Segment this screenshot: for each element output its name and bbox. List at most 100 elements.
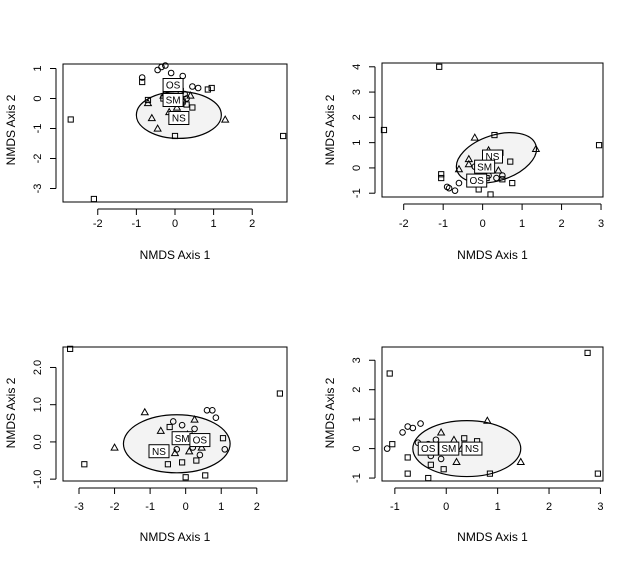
point-triangle	[153, 124, 162, 132]
centroid-label: OS	[421, 444, 436, 455]
centroid-label: OS	[193, 436, 208, 447]
centroid-os: OS	[417, 441, 439, 456]
point-circle	[209, 406, 216, 414]
point-triangle	[172, 103, 182, 111]
point-square	[164, 461, 171, 468]
panel-4: -1 0 1 2 3 -1 0 1 2 3 NMDS Axis 1 NMDS Axis 2 OS SM NS	[323, 346, 604, 544]
point-square	[171, 132, 179, 140]
y-axis-title: NMDS Axis 2	[323, 377, 337, 448]
y-tick-label: 2.0	[32, 360, 44, 375]
y-tick-label: 1.0	[32, 397, 44, 412]
point-circle	[191, 425, 198, 433]
y-tick-label: 1	[32, 65, 44, 71]
y-tick-label: 2	[351, 114, 363, 120]
y-tick-label: 0	[351, 446, 363, 452]
point-square	[486, 470, 494, 477]
panel-2: -2 -1 0 1 2 3 -1 0 1 2 3 4 NMDS Axis 1 NMDS Axis 2 NSS…	[323, 62, 604, 262]
centroid-label: NS	[486, 152, 500, 163]
centroid-sm: SM	[171, 431, 193, 446]
data-points	[67, 62, 287, 203]
point-triangle	[454, 164, 464, 173]
point-circle	[399, 429, 406, 436]
x-axis-title: NMDS Axis 1	[140, 530, 211, 544]
x-tick-label: 1	[211, 218, 217, 230]
x-tick-label: -1	[131, 218, 141, 230]
y-tick-label: 0.0	[32, 434, 44, 449]
point-circle	[383, 445, 391, 452]
x-axis-title: NMDS Axis 1	[140, 248, 211, 262]
centroid-label: SM	[166, 96, 181, 107]
point-circle	[437, 455, 445, 463]
point-circle	[179, 72, 187, 80]
point-triangle	[110, 443, 119, 451]
x-axis: -3 -2 -1 0 1 2	[74, 487, 260, 513]
point-triangle	[197, 443, 206, 451]
point-square	[425, 474, 432, 482]
x-tick-label: 1	[218, 501, 224, 513]
point-triangle	[170, 448, 180, 457]
centroid-label: NS	[172, 114, 186, 125]
point-square	[183, 101, 190, 108]
x-tick-label: -2	[399, 218, 409, 230]
centroid-box	[466, 173, 488, 188]
x-axis-title: NMDS Axis 1	[457, 530, 528, 544]
x-axis-title: NMDS Axis 1	[457, 248, 528, 262]
x-tick-label: 1	[519, 218, 525, 230]
y-tick-label: -3	[32, 184, 44, 194]
x-axis: -2 -1 0 1 2	[93, 208, 255, 230]
x-tick-label: 0	[183, 501, 189, 513]
point-triangle	[531, 144, 541, 153]
point-square	[179, 459, 186, 466]
y-tick-label: 1	[351, 416, 363, 422]
point-circle	[212, 414, 220, 422]
x-tick-label: 2	[249, 218, 255, 230]
x-tick-label: 2	[254, 501, 260, 513]
point-square	[67, 345, 74, 352]
centroid-box	[461, 441, 483, 456]
data-points	[383, 349, 601, 482]
centroid-label: SM	[441, 444, 456, 455]
point-square	[189, 104, 196, 111]
panel-1: -2 -1 0 1 2 -3 -2 -1 0 1 NMDS Axis 1 NMDS Axis 2 OS S…	[4, 62, 288, 262]
centroid-sm: SM	[474, 159, 496, 174]
point-circle	[203, 406, 211, 414]
y-tick-label: 4	[351, 64, 363, 70]
point-triangle	[147, 113, 157, 122]
centroid-box	[474, 159, 496, 174]
centroid-label: SM	[477, 162, 492, 173]
centroid-box	[417, 441, 439, 456]
point-square	[81, 461, 88, 468]
centroid-box	[438, 441, 460, 456]
point-circle	[138, 74, 146, 81]
point-square	[427, 461, 434, 468]
point-circle	[196, 451, 204, 459]
point-circle	[443, 183, 451, 191]
y-tick-label: 3	[351, 89, 363, 95]
x-tick-label: -3	[74, 501, 84, 513]
panel-3: -3 -2 -1 0 1 2 -1.0 0.0 1.0 2.0 NMDS Axis 1 NMDS Ax…	[4, 345, 288, 544]
centroid-label: SM	[175, 434, 190, 445]
point-square	[509, 179, 516, 187]
y-axis-title: NMDS Axis 2	[4, 377, 18, 448]
data-points	[67, 345, 283, 481]
centroid-os: OS	[189, 433, 211, 448]
y-tick-label: -1	[351, 188, 363, 198]
x-tick-label: -1	[145, 501, 155, 513]
point-square	[438, 174, 445, 182]
point-triangle	[184, 446, 194, 455]
centroid-label: OS	[469, 176, 484, 187]
point-square	[404, 470, 411, 477]
x-axis: -1 0 1 2 3	[390, 487, 603, 513]
x-tick-label: 0	[443, 501, 449, 513]
point-triangle	[452, 457, 461, 465]
point-triangle	[464, 159, 474, 168]
y-tick-label: 2	[351, 387, 363, 393]
point-square	[208, 84, 215, 92]
point-square	[507, 158, 514, 165]
point-square	[219, 435, 227, 442]
point-circle	[404, 423, 411, 430]
centroid-ns: NS	[148, 444, 170, 459]
centroid-box	[189, 433, 211, 448]
point-triangle	[140, 407, 150, 416]
